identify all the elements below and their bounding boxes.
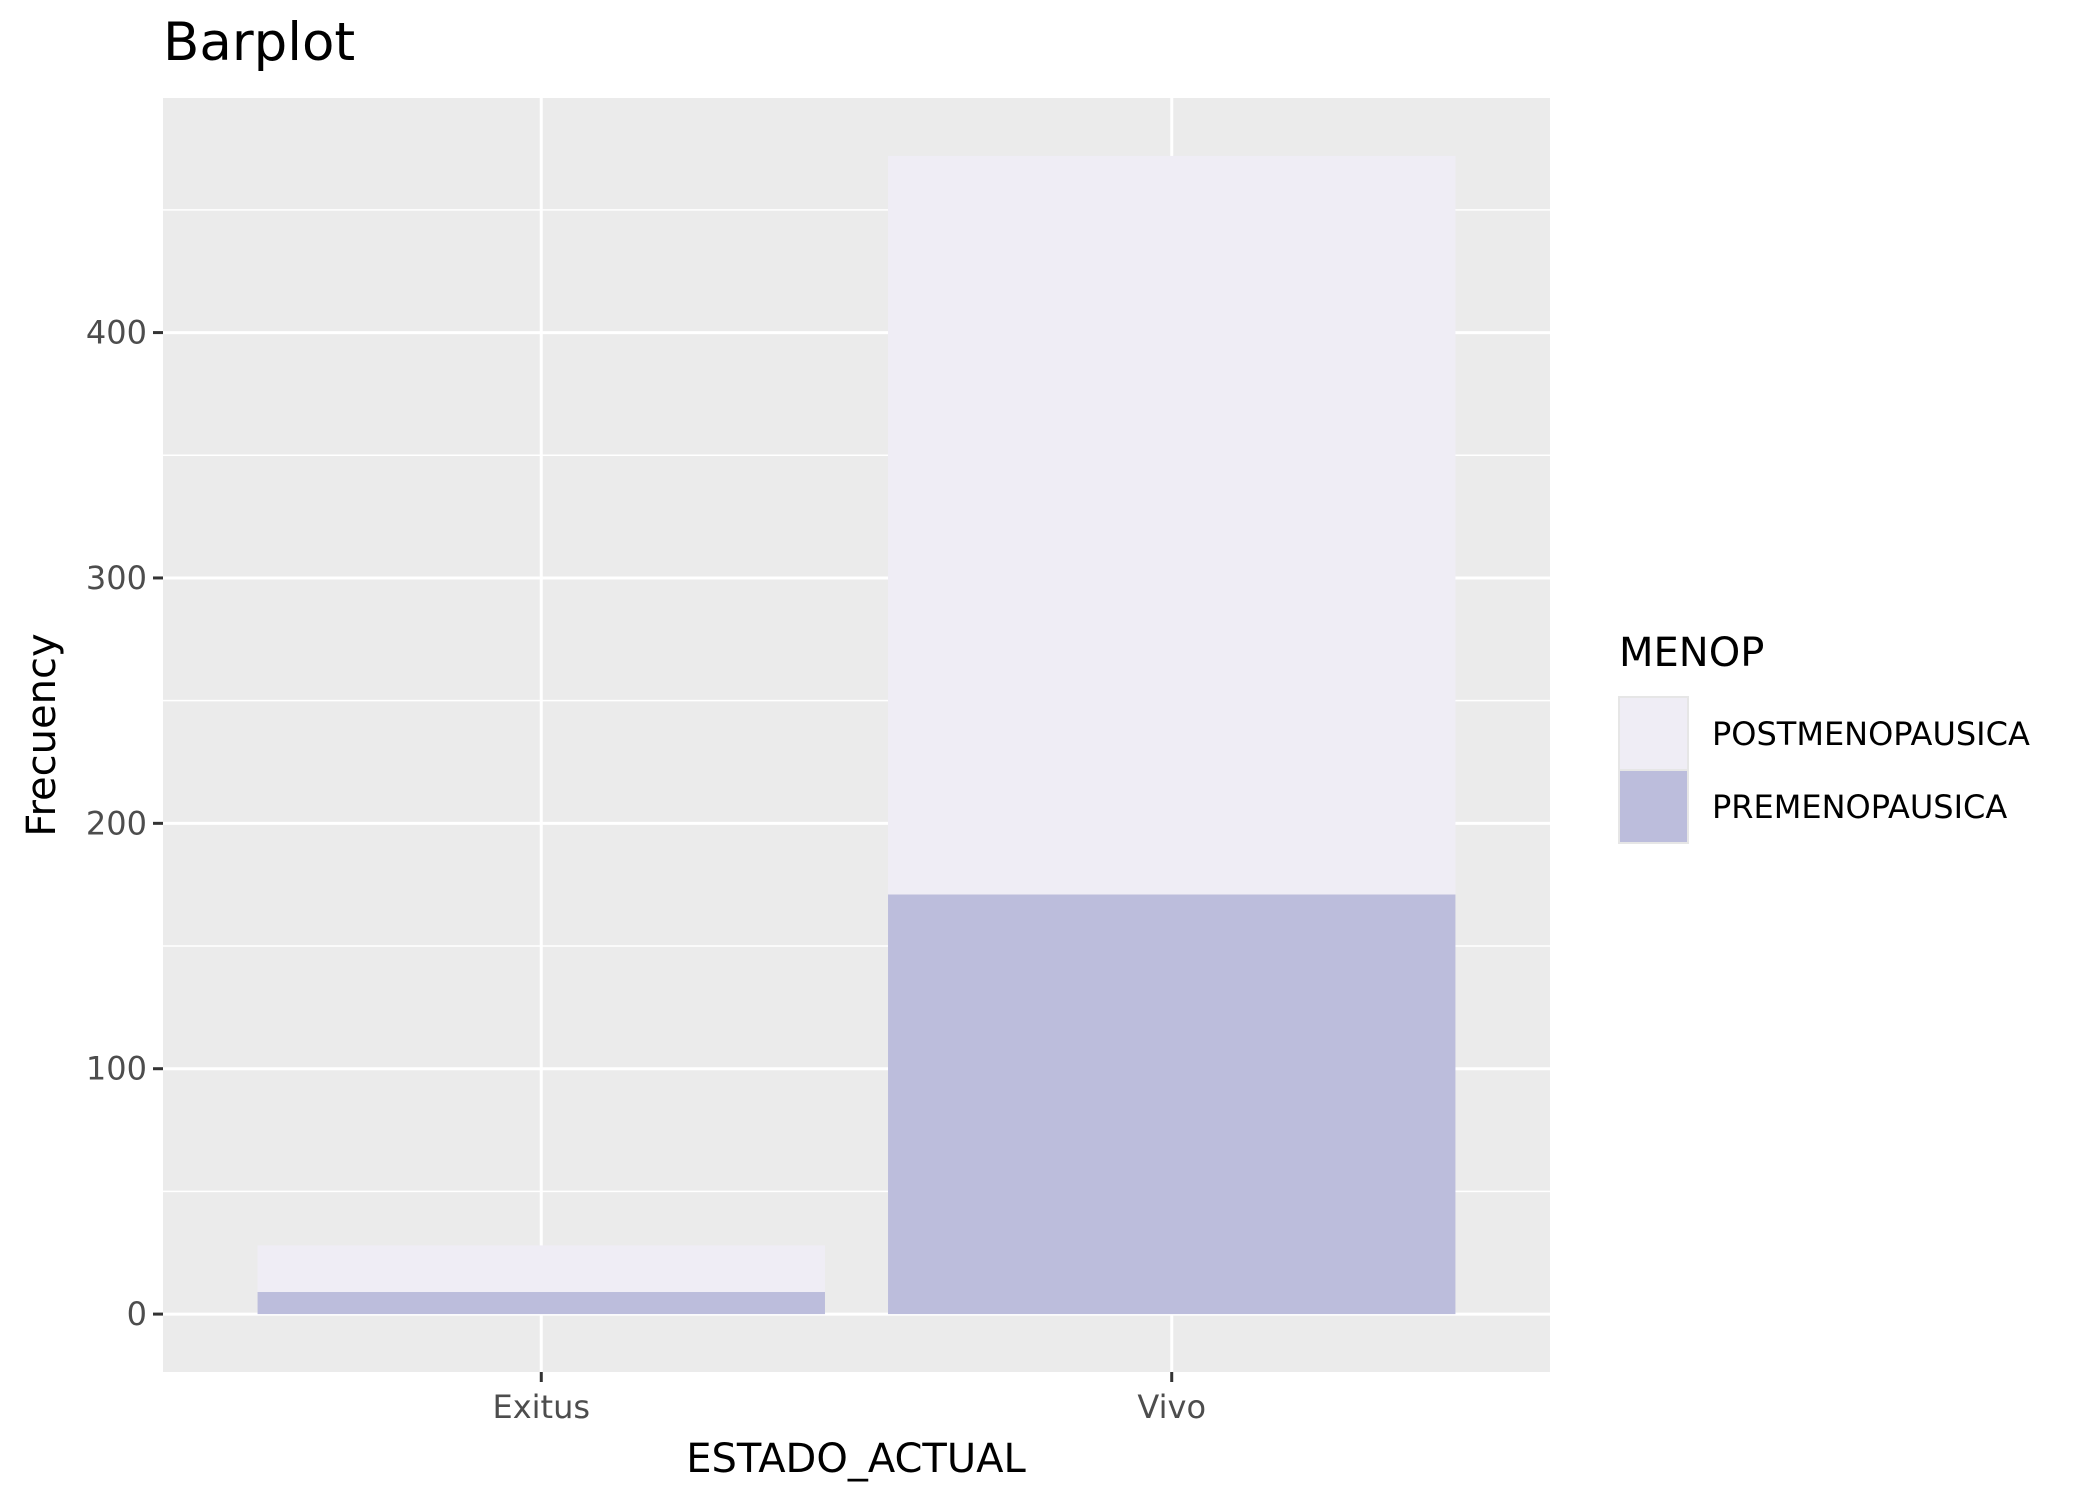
legend-key-premenopausica: [1618, 769, 1689, 844]
bars: [257, 155, 1456, 1315]
bar-postmenopausica-vivo: [888, 155, 1456, 895]
bar-premenopausica-vivo: [888, 894, 1456, 1315]
bar-postmenopausica-exitus: [257, 1245, 825, 1293]
x-tick-label: Vivo: [1137, 1388, 1206, 1426]
chart-title: Barplot: [163, 12, 355, 73]
legend-label-postmenopausica: POSTMENOPAUSICA: [1712, 715, 2030, 753]
legend-key-postmenopausica: [1618, 696, 1689, 771]
bar-premenopausica-exitus: [257, 1292, 825, 1315]
y-tick-label: 300: [86, 559, 147, 597]
x-axis: Exitus Vivo: [492, 1372, 1206, 1426]
y-tick-label: 100: [86, 1050, 147, 1088]
x-axis-title: ESTADO_ACTUAL: [686, 1436, 1026, 1482]
y-tick-label: 400: [86, 314, 147, 352]
y-axis-title: Frecuency: [19, 633, 65, 836]
legend-items: POSTMENOPAUSICA PREMENOPAUSICA: [1618, 696, 2030, 844]
legend-label-premenopausica: PREMENOPAUSICA: [1712, 788, 2007, 826]
y-tick-label: 0: [127, 1295, 147, 1333]
y-tick-label: 200: [86, 804, 147, 842]
legend-title: MENOP: [1619, 630, 1764, 676]
y-axis: 0 100 200 300 400: [86, 314, 163, 1333]
legend: MENOP POSTMENOPAUSICA PREMENOPAUSICA: [1618, 630, 2030, 844]
x-tick-label: Exitus: [492, 1388, 590, 1426]
